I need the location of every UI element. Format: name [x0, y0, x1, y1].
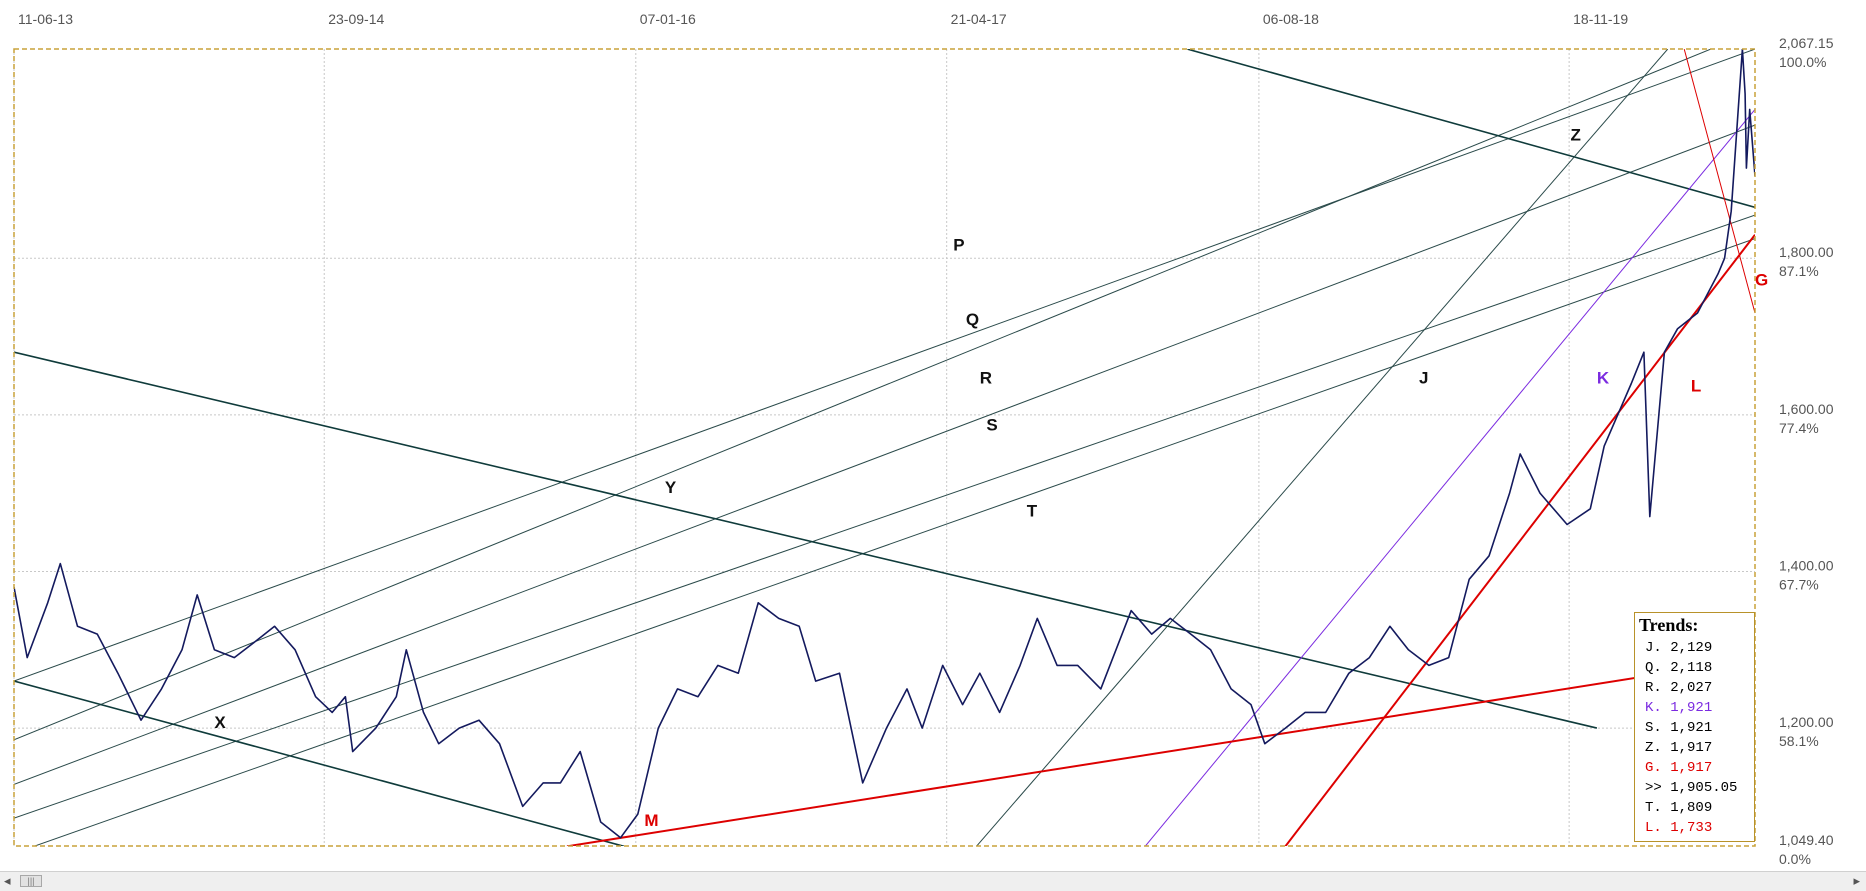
- y-tick-price: 1,600.00: [1779, 401, 1834, 417]
- trendline-label-r: R: [980, 369, 992, 388]
- x-tick-label: 23-09-14: [328, 11, 384, 27]
- trendline-r: [14, 124, 1755, 785]
- y-tick-percent: 100.0%: [1779, 54, 1826, 70]
- trendline-x: [14, 680, 625, 846]
- trend-row: G. 1,917: [1639, 758, 1750, 778]
- trend-row: >> 1,905.05: [1639, 778, 1750, 798]
- trend-row-value: 1,905.05: [1661, 780, 1738, 796]
- price-line: [14, 49, 1755, 839]
- trendline-label-q: Q: [966, 310, 979, 329]
- y-tick-percent: 77.4%: [1779, 420, 1819, 436]
- trend-row-label: R.: [1645, 680, 1662, 696]
- trend-row: J. 2,129: [1639, 638, 1750, 658]
- grid: [13, 49, 1755, 846]
- y-tick-percent: 67.7%: [1779, 576, 1819, 592]
- trendline-p: [14, 49, 1755, 682]
- x-tick-label: 21-04-17: [951, 11, 1007, 27]
- trend-row: K. 1,921: [1639, 698, 1750, 718]
- trendline-label-p: P: [953, 235, 964, 254]
- y-tick-price: 1,800.00: [1779, 244, 1834, 260]
- trendline-label-m: M: [644, 811, 658, 830]
- trend-row-value: 2,027: [1661, 680, 1713, 696]
- trend-row-value: 1,733: [1661, 820, 1713, 836]
- trendlines: [14, 49, 1755, 846]
- trend-row-value: 1,921: [1661, 700, 1713, 716]
- y-tick-percent: 58.1%: [1779, 733, 1819, 749]
- trendline-labels: P Q R S T X Y Z J K L M G: [214, 126, 1768, 830]
- trendline-y: [14, 351, 1598, 729]
- x-tick-label: 07-01-16: [640, 11, 696, 27]
- trends-list: J. 2,129 Q. 2,118 R. 2,027 K. 1,921 S. 1,921…: [1639, 638, 1750, 838]
- trend-row-label: Z.: [1645, 740, 1662, 756]
- trends-legend: Trends: J. 2,129 Q. 2,118 R. 2,027 K. 1,921…: [1634, 612, 1755, 842]
- chart-area: 11-06-13 23-09-14 07-01-16 21-04-17 06-08-18…: [13, 11, 1834, 867]
- trendline-l: [1284, 234, 1755, 846]
- y-tick-price: 1,400.00: [1779, 557, 1834, 573]
- trend-row: L. 1,733: [1639, 818, 1750, 838]
- trend-row: Z. 1,917: [1639, 738, 1750, 758]
- trend-row-label: J.: [1645, 640, 1662, 656]
- trendline-g: [1683, 49, 1755, 314]
- trend-row-value: 1,917: [1661, 740, 1713, 756]
- trendline-t: [33, 238, 1755, 846]
- trend-row-label: Q.: [1645, 660, 1662, 676]
- trendline-label-j: J: [1419, 369, 1428, 388]
- trend-row: T. 1,809: [1639, 798, 1750, 818]
- trend-row-label: G.: [1645, 760, 1662, 776]
- y-tick-percent: 87.1%: [1779, 263, 1819, 279]
- trend-row-value: 2,118: [1661, 660, 1713, 676]
- trend-row-label: K.: [1645, 700, 1662, 716]
- trendline-k: [1144, 109, 1755, 846]
- scrollbar-thumb[interactable]: |||: [20, 875, 42, 887]
- trendline-j: [976, 49, 1669, 846]
- price-series: [14, 49, 1755, 839]
- trendline-label-z: Z: [1570, 126, 1580, 145]
- trend-row-value: 1,921: [1661, 720, 1713, 736]
- x-axis-ticks: 11-06-13 23-09-14 07-01-16 21-04-17 06-08-18…: [18, 11, 1628, 27]
- x-tick-label: 06-08-18: [1263, 11, 1319, 27]
- trendline-label-s: S: [986, 415, 997, 434]
- y-tick-price: 1,049.40: [1779, 832, 1834, 848]
- y-tick-percent: 0.0%: [1779, 851, 1811, 867]
- y-tick-price: 2,067.15: [1779, 35, 1834, 51]
- trend-row: Q. 2,118: [1639, 658, 1750, 678]
- trend-row-label: >>: [1645, 780, 1662, 796]
- trend-row: S. 1,921: [1639, 718, 1750, 738]
- plot-frame: [13, 48, 1756, 847]
- trendline-label-x: X: [214, 713, 226, 732]
- trend-row-label: L.: [1645, 820, 1662, 836]
- trendline-m: [566, 664, 1715, 846]
- y-axis-ticks: 2,067.15 100.0% 1,800.00 87.1% 1,600.00 77.4%…: [1779, 35, 1834, 867]
- y-tick-price: 1,200.00: [1779, 714, 1834, 730]
- x-tick-label: 18-11-19: [1573, 11, 1628, 27]
- trend-row-value: 2,129: [1661, 640, 1713, 656]
- trendline-label-y: Y: [665, 478, 677, 497]
- horizontal-scrollbar[interactable]: ◂ ||| ▸: [0, 871, 1866, 891]
- scroll-left-icon[interactable]: ◂: [4, 874, 11, 889]
- trend-row-value: 1,809: [1661, 800, 1713, 816]
- trendline-z: [1187, 49, 1755, 209]
- trend-row-label: T.: [1645, 800, 1662, 816]
- trendline-label-k: K: [1597, 369, 1610, 388]
- trendline-s: [14, 214, 1755, 819]
- trends-title: Trends:: [1639, 615, 1699, 635]
- trend-row-value: 1,917: [1661, 760, 1713, 776]
- trend-row: R. 2,027: [1639, 678, 1750, 698]
- x-tick-label: 11-06-13: [18, 11, 73, 27]
- scroll-right-icon[interactable]: ▸: [1853, 874, 1860, 889]
- trendline-label-l: L: [1691, 376, 1701, 395]
- trendline-label-t: T: [1027, 502, 1038, 521]
- trend-row-label: S.: [1645, 720, 1662, 736]
- trendline-q: [14, 49, 1713, 741]
- trendline-label-g: G: [1755, 271, 1768, 290]
